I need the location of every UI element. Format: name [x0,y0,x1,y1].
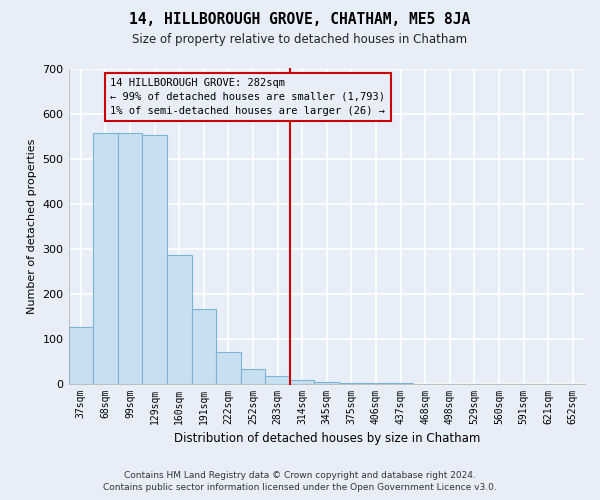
Bar [314,382,339,384]
Text: 14 HILLBOROUGH GROVE: 282sqm
← 99% of detached houses are smaller (1,793)
1% of : 14 HILLBOROUGH GROVE: 282sqm ← 99% of de… [110,78,385,116]
Bar [241,369,265,384]
Bar [142,135,167,384]
Text: Contains HM Land Registry data © Crown copyright and database right 2024.
Contai: Contains HM Land Registry data © Crown c… [103,471,497,492]
X-axis label: Distribution of detached houses by size in Chatham: Distribution of detached houses by size … [173,432,480,445]
Text: 14, HILLBOROUGH GROVE, CHATHAM, ME5 8JA: 14, HILLBOROUGH GROVE, CHATHAM, ME5 8JA [130,12,470,28]
Bar [265,376,290,384]
Text: Size of property relative to detached houses in Chatham: Size of property relative to detached ho… [133,32,467,46]
Bar [216,352,241,384]
Bar [167,256,191,384]
Bar [118,134,142,384]
Y-axis label: Number of detached properties: Number of detached properties [27,138,37,314]
Bar [93,134,118,384]
Bar [339,382,364,384]
Bar [290,380,314,384]
Bar [68,328,93,384]
Bar [191,310,216,384]
